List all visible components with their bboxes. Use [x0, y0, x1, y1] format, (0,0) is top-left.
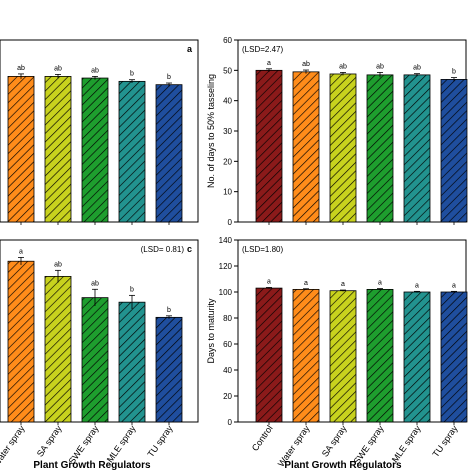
bar: [44, 76, 72, 223]
significance-letter: b: [452, 69, 456, 76]
y-tick-label: 20: [223, 392, 232, 401]
y-tick-label: 30: [223, 127, 232, 136]
bar: [366, 74, 394, 223]
y-tick-label: 0: [228, 218, 233, 227]
bar: [7, 76, 35, 223]
significance-letter: b: [167, 307, 171, 314]
bar: [118, 80, 146, 223]
lsd-annotation: (LSD= 0.81): [141, 245, 185, 254]
significance-letter: a: [415, 282, 419, 289]
chart-panel-2: 0 10 20 30 40 50 60 No. of days to 50% tasselin…: [206, 36, 468, 227]
panel-letter: a: [187, 44, 193, 54]
x-axis-title-left: Plant Growth Regulators: [33, 460, 151, 471]
x-tick-label: SA spray: [320, 423, 349, 459]
significance-letter: ab: [376, 63, 384, 70]
bar: [329, 73, 357, 223]
significance-letter: ab: [54, 261, 62, 268]
bar: [255, 287, 283, 423]
bar: [329, 290, 357, 423]
bar: [7, 260, 35, 423]
bar: [403, 291, 431, 423]
significance-letter: a: [378, 280, 382, 287]
significance-letter: a: [304, 280, 308, 287]
y-tick-label: 140: [219, 236, 233, 245]
y-axis-label: No. of days to 50% tasseling: [206, 74, 216, 188]
y-tick-label: 10: [223, 188, 232, 197]
bar: [155, 316, 183, 423]
bar: [292, 71, 320, 223]
x-tick-label: TU spray: [146, 423, 175, 459]
significance-letter: a: [341, 281, 345, 288]
bar: [44, 275, 72, 423]
x-tick-label: SA spray: [35, 423, 64, 459]
bar: [81, 77, 109, 223]
y-tick-label: 20: [223, 157, 232, 166]
panel-letter: c: [187, 244, 192, 254]
significance-letter: a: [267, 60, 271, 67]
y-tick-label: 80: [223, 314, 232, 323]
significance-letter: ab: [339, 63, 347, 70]
y-tick-label: 0: [228, 418, 233, 427]
significance-letter: a: [452, 282, 456, 289]
lsd-annotation: (LSD=2.47): [242, 45, 283, 54]
y-tick-label: 100: [219, 288, 233, 297]
chart-panel-4: 0 20 40 60 80 100 120 140 Days to maturity (LSD=1…: [206, 236, 468, 469]
bar: [292, 288, 320, 423]
x-tick-label: Water spray: [0, 423, 27, 469]
bar: [366, 288, 394, 423]
bar: [440, 79, 468, 223]
significance-letter: a: [267, 278, 271, 285]
significance-letter: b: [167, 74, 171, 81]
bar: [255, 69, 283, 223]
x-axis-title-right: Plant Growth Regulators: [284, 460, 402, 471]
significance-letter: ab: [413, 65, 421, 72]
significance-letter: b: [130, 71, 134, 78]
y-tick-label: 60: [223, 340, 232, 349]
significance-letter: ab: [17, 65, 25, 72]
x-tick-label: TU spray: [431, 423, 460, 459]
lsd-annotation: (LSD=1.80): [242, 245, 283, 254]
y-tick-label: 60: [223, 36, 232, 45]
y-tick-label: 40: [223, 97, 232, 106]
x-tick-label: MLE spray: [390, 423, 423, 464]
significance-letter: ab: [302, 61, 310, 68]
x-tick-label: MLE spray: [105, 423, 138, 464]
bar: [440, 291, 468, 423]
significance-letter: ab: [91, 280, 99, 287]
bar: [81, 297, 109, 423]
x-tick-label: Control: [250, 423, 275, 453]
bar: [403, 74, 431, 223]
y-axis-label: Days to maturity: [206, 298, 216, 364]
y-tick-label: 50: [223, 66, 232, 75]
bar: [155, 84, 183, 223]
bar: [118, 301, 146, 423]
significance-letter: a: [19, 248, 23, 255]
significance-letter: ab: [54, 65, 62, 72]
y-tick-label: 120: [219, 262, 233, 271]
y-tick-label: 40: [223, 366, 232, 375]
chart-panel-1: a ab ab ab b b: [0, 39, 199, 225]
significance-letter: ab: [91, 67, 99, 74]
significance-letter: b: [130, 286, 134, 293]
